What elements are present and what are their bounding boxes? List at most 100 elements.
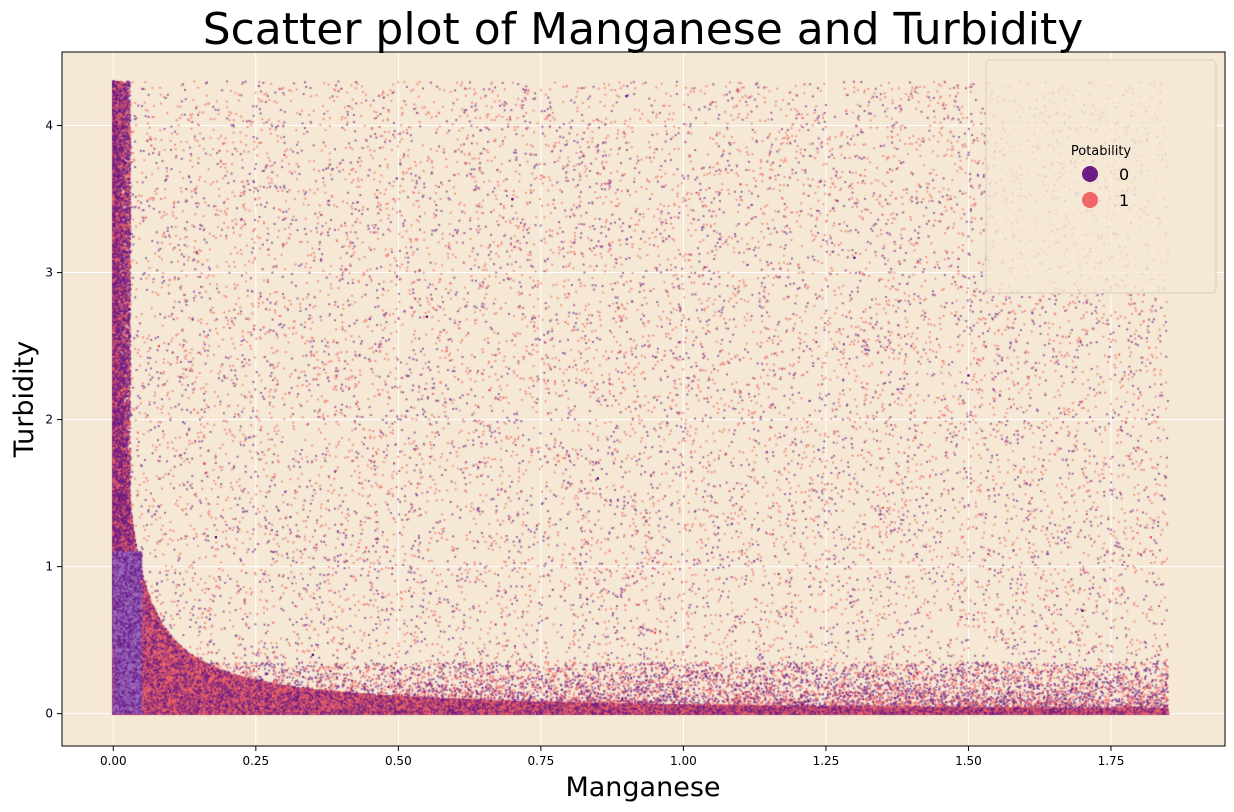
scatter-point-series-0 (511, 197, 514, 201)
scatter-point-series-0 (283, 708, 286, 712)
y-axis-label: Turbidity (9, 341, 40, 458)
scatter-point-series-0 (123, 638, 127, 642)
scatter-point-series-1 (682, 711, 685, 714)
legend-label-0: 0 (1119, 165, 1129, 184)
scatter-point-series-0 (197, 700, 201, 704)
scatter-point-series-1 (881, 506, 885, 510)
scatter-point-series-1 (910, 711, 913, 715)
scatter-point-series-0 (137, 609, 141, 613)
scatter-point-series-1 (129, 521, 132, 524)
scatter-point-series-0 (625, 711, 628, 715)
scatter-point-series-1 (113, 87, 116, 91)
scatter-point-series-0 (129, 624, 132, 627)
y-tick-label: 1 (45, 560, 53, 574)
scatter-point-series-0 (1081, 609, 1084, 613)
scatter-point-series-1 (151, 616, 155, 620)
scatter-point-series-0 (340, 710, 343, 713)
scatter-point-series-1 (1166, 712, 1170, 715)
scatter-point-series-1 (653, 631, 657, 635)
scatter-point-series-1 (271, 694, 275, 698)
legend-label-1: 1 (1119, 191, 1129, 210)
scatter-point-series-1 (311, 700, 315, 704)
scatter-point-series-0 (117, 403, 121, 407)
scatter-point-series-0 (117, 682, 121, 686)
x-tick-label: 0.75 (528, 754, 555, 768)
scatter-point-series-0 (967, 374, 970, 377)
x-axis-ticks: 0.00 0.25 0.50 0.75 1.00 1.25 1.50 1.75 (100, 746, 1124, 768)
scatter-point-series-0 (214, 535, 218, 539)
scatter-point-series-0 (113, 138, 117, 142)
scatter-point-series-1 (385, 550, 389, 554)
x-tick-label: 0.50 (385, 754, 412, 768)
y-tick-label: 0 (45, 707, 53, 721)
scatter-point-series-1 (340, 87, 343, 91)
scatter-point-series-1 (283, 153, 286, 157)
scatter-point-series-0 (134, 668, 138, 671)
x-axis-label: Manganese (565, 772, 720, 803)
scatter-point-series-1 (120, 388, 124, 392)
scatter-point-series-0 (126, 594, 129, 598)
scatter-point-series-0 (853, 256, 856, 260)
scatter-point-series-0 (134, 646, 138, 649)
scatter-point-series-0 (129, 580, 132, 583)
scatter-point-series-1 (140, 580, 144, 583)
scatter-point-series-1 (1149, 535, 1153, 539)
scatter-point-series-0 (120, 513, 124, 517)
scatter-point-series-1 (208, 677, 212, 680)
x-tick-label: 0.00 (100, 754, 127, 768)
scatter-point-series-0 (146, 672, 149, 676)
scatter-point-series-1 (186, 663, 189, 667)
scatter-point-series-0 (539, 711, 543, 715)
scatter-point-series-0 (454, 711, 457, 715)
plot-frame (61, 51, 1226, 747)
scatter-point-series-1 (169, 646, 172, 649)
scatter-point-series-0 (112, 83, 115, 86)
y-tick-label: 4 (45, 119, 53, 133)
scatter-point-series-0 (169, 690, 172, 693)
scatter-point-series-0 (180, 696, 184, 699)
scatter-point-series-1 (425, 707, 429, 710)
scatter-point-series-1 (117, 300, 121, 304)
legend-marker-1 (1082, 192, 1098, 208)
scatter-point-series-0 (114, 241, 118, 245)
scatter-point-series-0 (140, 660, 144, 664)
scatter-point-series-1 (1024, 711, 1027, 715)
scatter-point-series-1 (995, 668, 999, 671)
x-tick-label: 1.00 (670, 754, 697, 768)
y-tick-label: 3 (45, 266, 53, 280)
legend: Potability 0 1 (985, 59, 1217, 294)
scatter-point-series-0 (311, 653, 315, 657)
scatter-point-series-1 (454, 675, 457, 679)
legend-marker-0 (1082, 166, 1098, 182)
scatter-point-series-1 (115, 212, 119, 216)
legend-box (985, 59, 1217, 294)
scatter-point-series-1 (368, 705, 372, 708)
chart-title: Scatter plot of Manganese and Turbidity (203, 4, 1084, 55)
scatter-point-series-1 (739, 183, 742, 186)
scatter-point-series-0 (116, 330, 120, 333)
scatter-point-series-0 (157, 682, 161, 686)
x-tick-label: 0.25 (242, 754, 269, 768)
scatter-point-series-0 (118, 462, 122, 465)
scatter-point-series-1 (488, 388, 491, 392)
scatter-point-series-1 (157, 344, 161, 348)
data-marks (112, 83, 1170, 715)
scatter-point-series-0 (123, 557, 127, 561)
scatter-point-series-1 (123, 447, 127, 451)
scatter-point-series-0 (625, 94, 628, 98)
scatter-point-series-0 (425, 315, 429, 318)
x-tick-label: 1.50 (955, 754, 982, 768)
x-tick-label: 1.25 (813, 754, 840, 768)
scatter-point-series-1 (203, 462, 206, 465)
scatter-point-series-1 (596, 710, 600, 714)
legend-title: Potability (1071, 144, 1132, 159)
scatter-point-series-1 (237, 687, 241, 690)
y-tick-label: 2 (45, 413, 53, 427)
x-tick-label: 1.75 (1098, 754, 1125, 768)
y-axis-ticks: 0 1 2 3 4 (45, 119, 62, 721)
scatter-point-series-0 (596, 477, 600, 480)
scatter-point-series-0 (397, 710, 400, 714)
scatter-point-series-1 (511, 709, 514, 713)
